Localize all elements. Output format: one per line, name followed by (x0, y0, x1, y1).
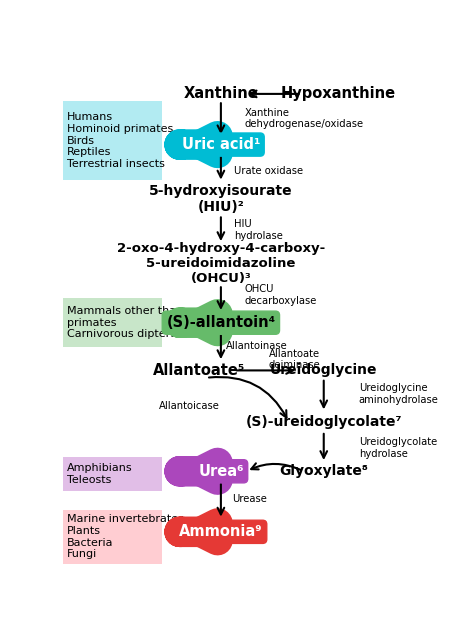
Text: (S)-allantoin⁴: (S)-allantoin⁴ (166, 315, 275, 330)
Text: Ammonia⁹: Ammonia⁹ (179, 525, 263, 539)
Text: Uric acid¹: Uric acid¹ (182, 137, 260, 152)
Text: Marine invertebrates
Plants
Bacteria
Fungi: Marine invertebrates Plants Bacteria Fun… (67, 514, 184, 559)
Text: Xanthine: Xanthine (183, 86, 258, 102)
Text: Amphibians
Teleosts: Amphibians Teleosts (67, 463, 133, 484)
Text: HIU
hydrolase: HIU hydrolase (234, 219, 283, 240)
FancyBboxPatch shape (63, 298, 162, 347)
Text: Allantoicase: Allantoicase (158, 401, 219, 412)
Text: Mammals other than
primates
Carnivorous dipteras: Mammals other than primates Carnivorous … (67, 306, 183, 339)
Text: Urea⁶: Urea⁶ (198, 464, 244, 479)
Text: Urease: Urease (232, 494, 267, 504)
Text: Humans
Hominoid primates
Birds
Reptiles
Terrestrial insects: Humans Hominoid primates Birds Reptiles … (67, 112, 173, 169)
Text: Allantoate
deiminase: Allantoate deiminase (269, 349, 320, 371)
FancyArrowPatch shape (251, 463, 301, 470)
Text: OHCU
decarboxylase: OHCU decarboxylase (245, 284, 317, 306)
Text: Allantoinase: Allantoinase (227, 341, 288, 351)
Text: (S)-ureidoglycolate⁷: (S)-ureidoglycolate⁷ (246, 415, 402, 429)
Text: Glyoxylate⁸: Glyoxylate⁸ (279, 465, 368, 478)
Text: Ureidoglycine
aminohydrolase: Ureidoglycine aminohydrolase (359, 383, 438, 405)
Text: Xanthine
dehydrogenase/oxidase: Xanthine dehydrogenase/oxidase (245, 108, 364, 129)
FancyArrowPatch shape (209, 377, 286, 417)
Text: 5-hydroxyisourate
(HIU)²: 5-hydroxyisourate (HIU)² (149, 183, 293, 214)
Text: 2-oxo-4-hydroxy-4-carboxy-
5-ureidoimidazoline
(OHCU)³: 2-oxo-4-hydroxy-4-carboxy- 5-ureidoimida… (117, 242, 325, 285)
FancyBboxPatch shape (63, 510, 162, 564)
Text: Allantoate⁵: Allantoate⁵ (153, 363, 245, 378)
Text: Ureidoglycine: Ureidoglycine (270, 364, 377, 378)
FancyBboxPatch shape (63, 101, 162, 180)
FancyBboxPatch shape (63, 456, 162, 491)
Text: Hypoxanthine: Hypoxanthine (281, 86, 396, 102)
Text: Urate oxidase: Urate oxidase (234, 166, 303, 176)
Text: Ureidoglycolate
hydrolase: Ureidoglycolate hydrolase (359, 437, 437, 459)
